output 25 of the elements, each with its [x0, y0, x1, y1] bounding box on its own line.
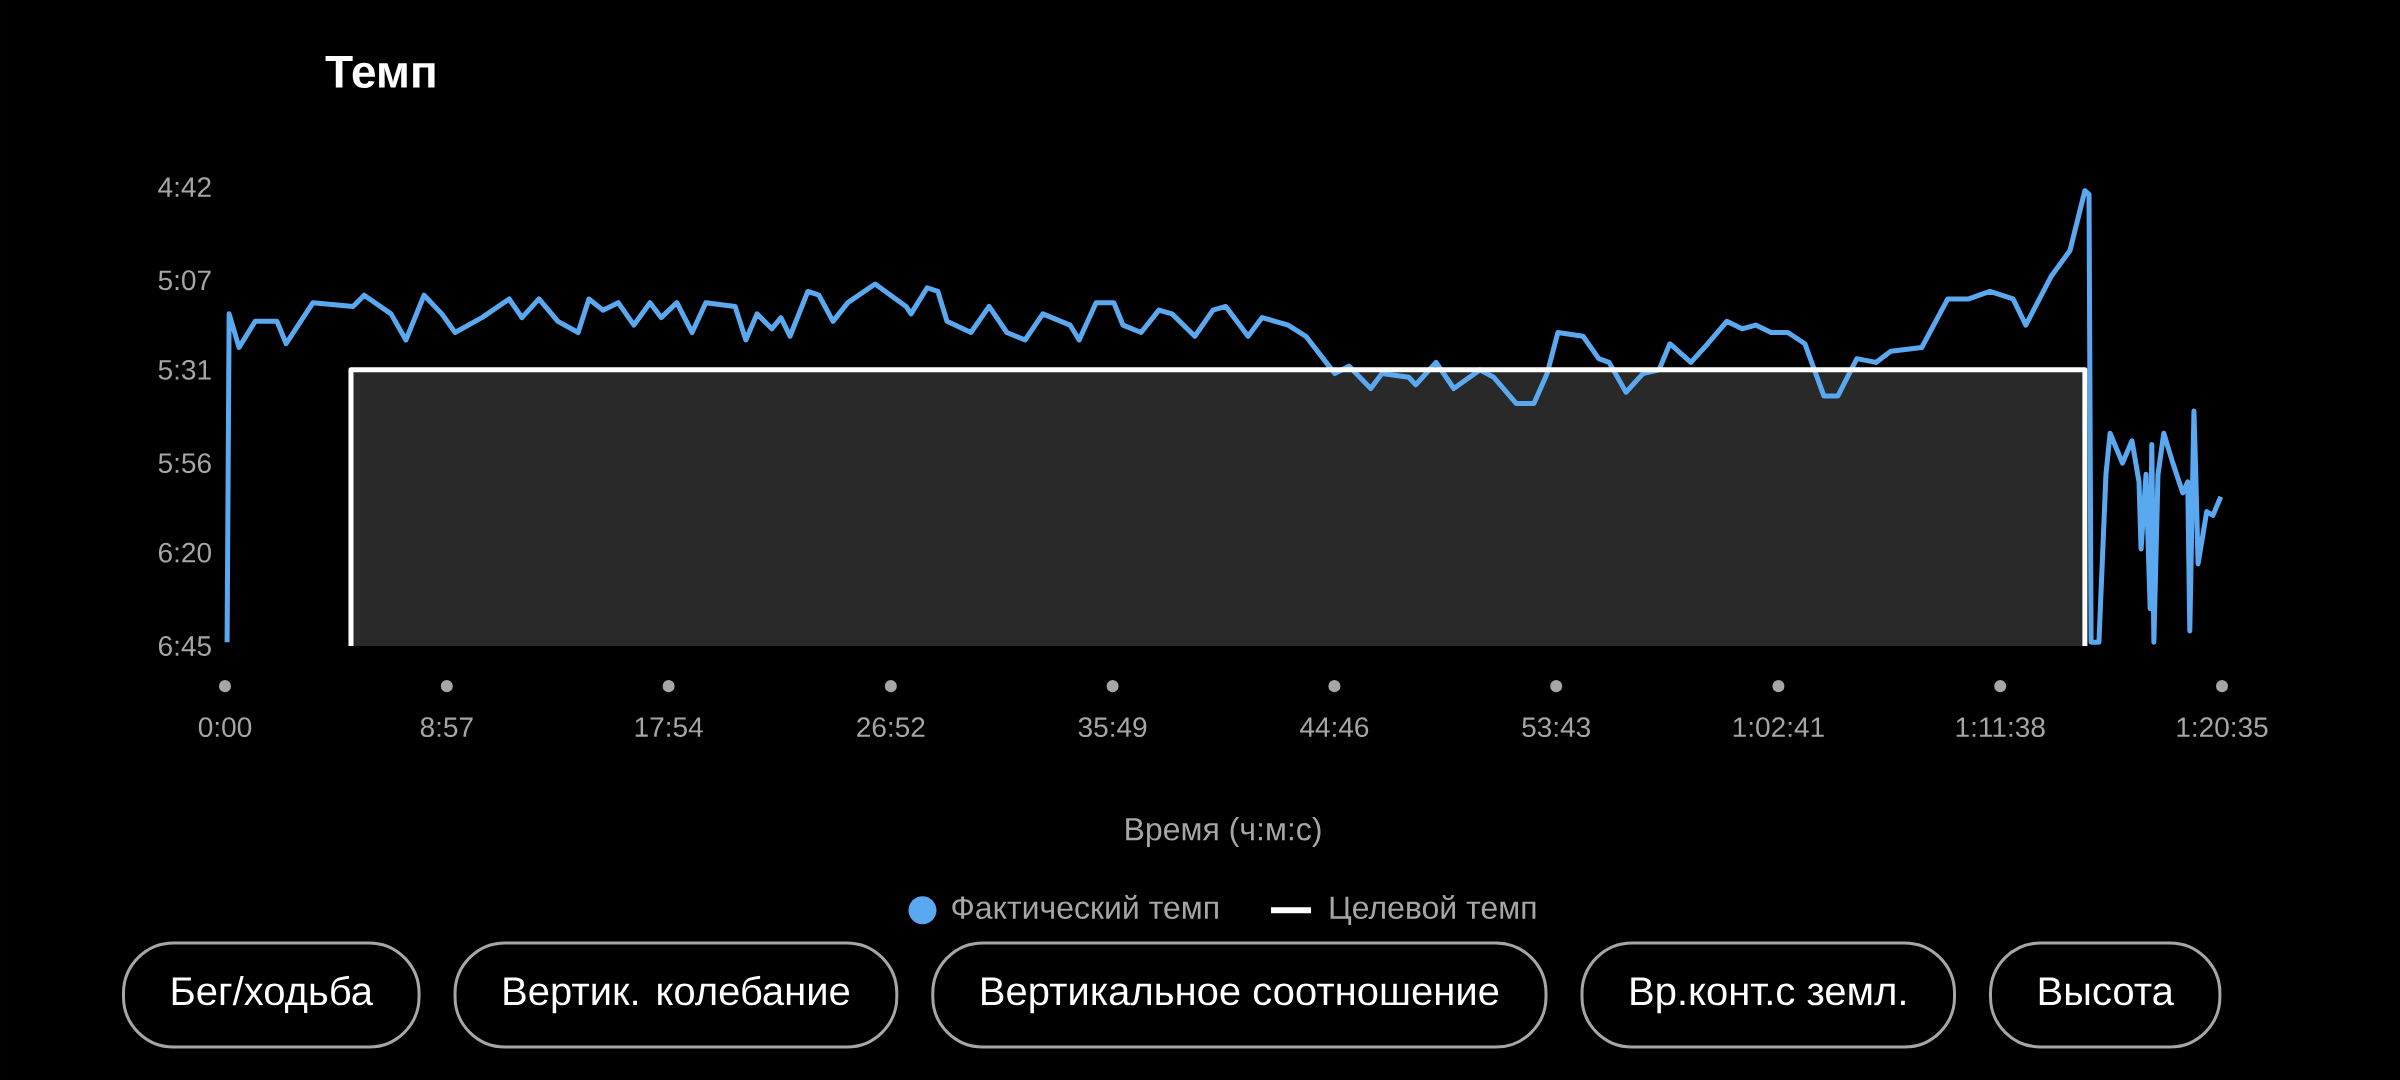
- x-tick-label: 35:49: [1078, 717, 1147, 738]
- y-tick-label: 5:07: [158, 270, 211, 291]
- text: Вертик. колебание: [504, 975, 850, 1014]
- x-axis-title: Время (ч:м:с): [1126, 817, 1321, 847]
- legend-label: Фактический темп: [952, 894, 1218, 919]
- y-tick-label: 6:20: [158, 542, 211, 563]
- x-tick-label: 1:20:35: [2177, 717, 2268, 738]
- text: Вр.конт.с земл.: [1631, 977, 1905, 1014]
- y-tick-label: 6:45: [158, 636, 211, 656]
- text: Бег/ходьба: [172, 975, 374, 1013]
- y-tick-label: 5:31: [158, 359, 211, 380]
- chart-title: Темп: [325, 55, 435, 89]
- x-tick-label: 0:00: [198, 717, 252, 738]
- x-tick-label: 8:57: [420, 717, 473, 738]
- x-tick-label: 1:02:41: [1733, 717, 1824, 738]
- x-tick-label: 17:54: [635, 717, 703, 737]
- x-tick-label: 1:11:38: [1956, 717, 2045, 738]
- y-tick-label: 4:42: [158, 177, 211, 197]
- text: Вертикальное соотношение: [982, 977, 1499, 1014]
- x-tick-label: 53:43: [1522, 717, 1590, 738]
- x-tick-label: 26:52: [857, 717, 925, 738]
- text: Высота: [2039, 977, 2174, 1006]
- y-tick-label: 5:56: [158, 453, 211, 474]
- legend-label: Целевой темп: [1330, 894, 1536, 926]
- x-tick-label: 44:46: [1300, 717, 1369, 738]
